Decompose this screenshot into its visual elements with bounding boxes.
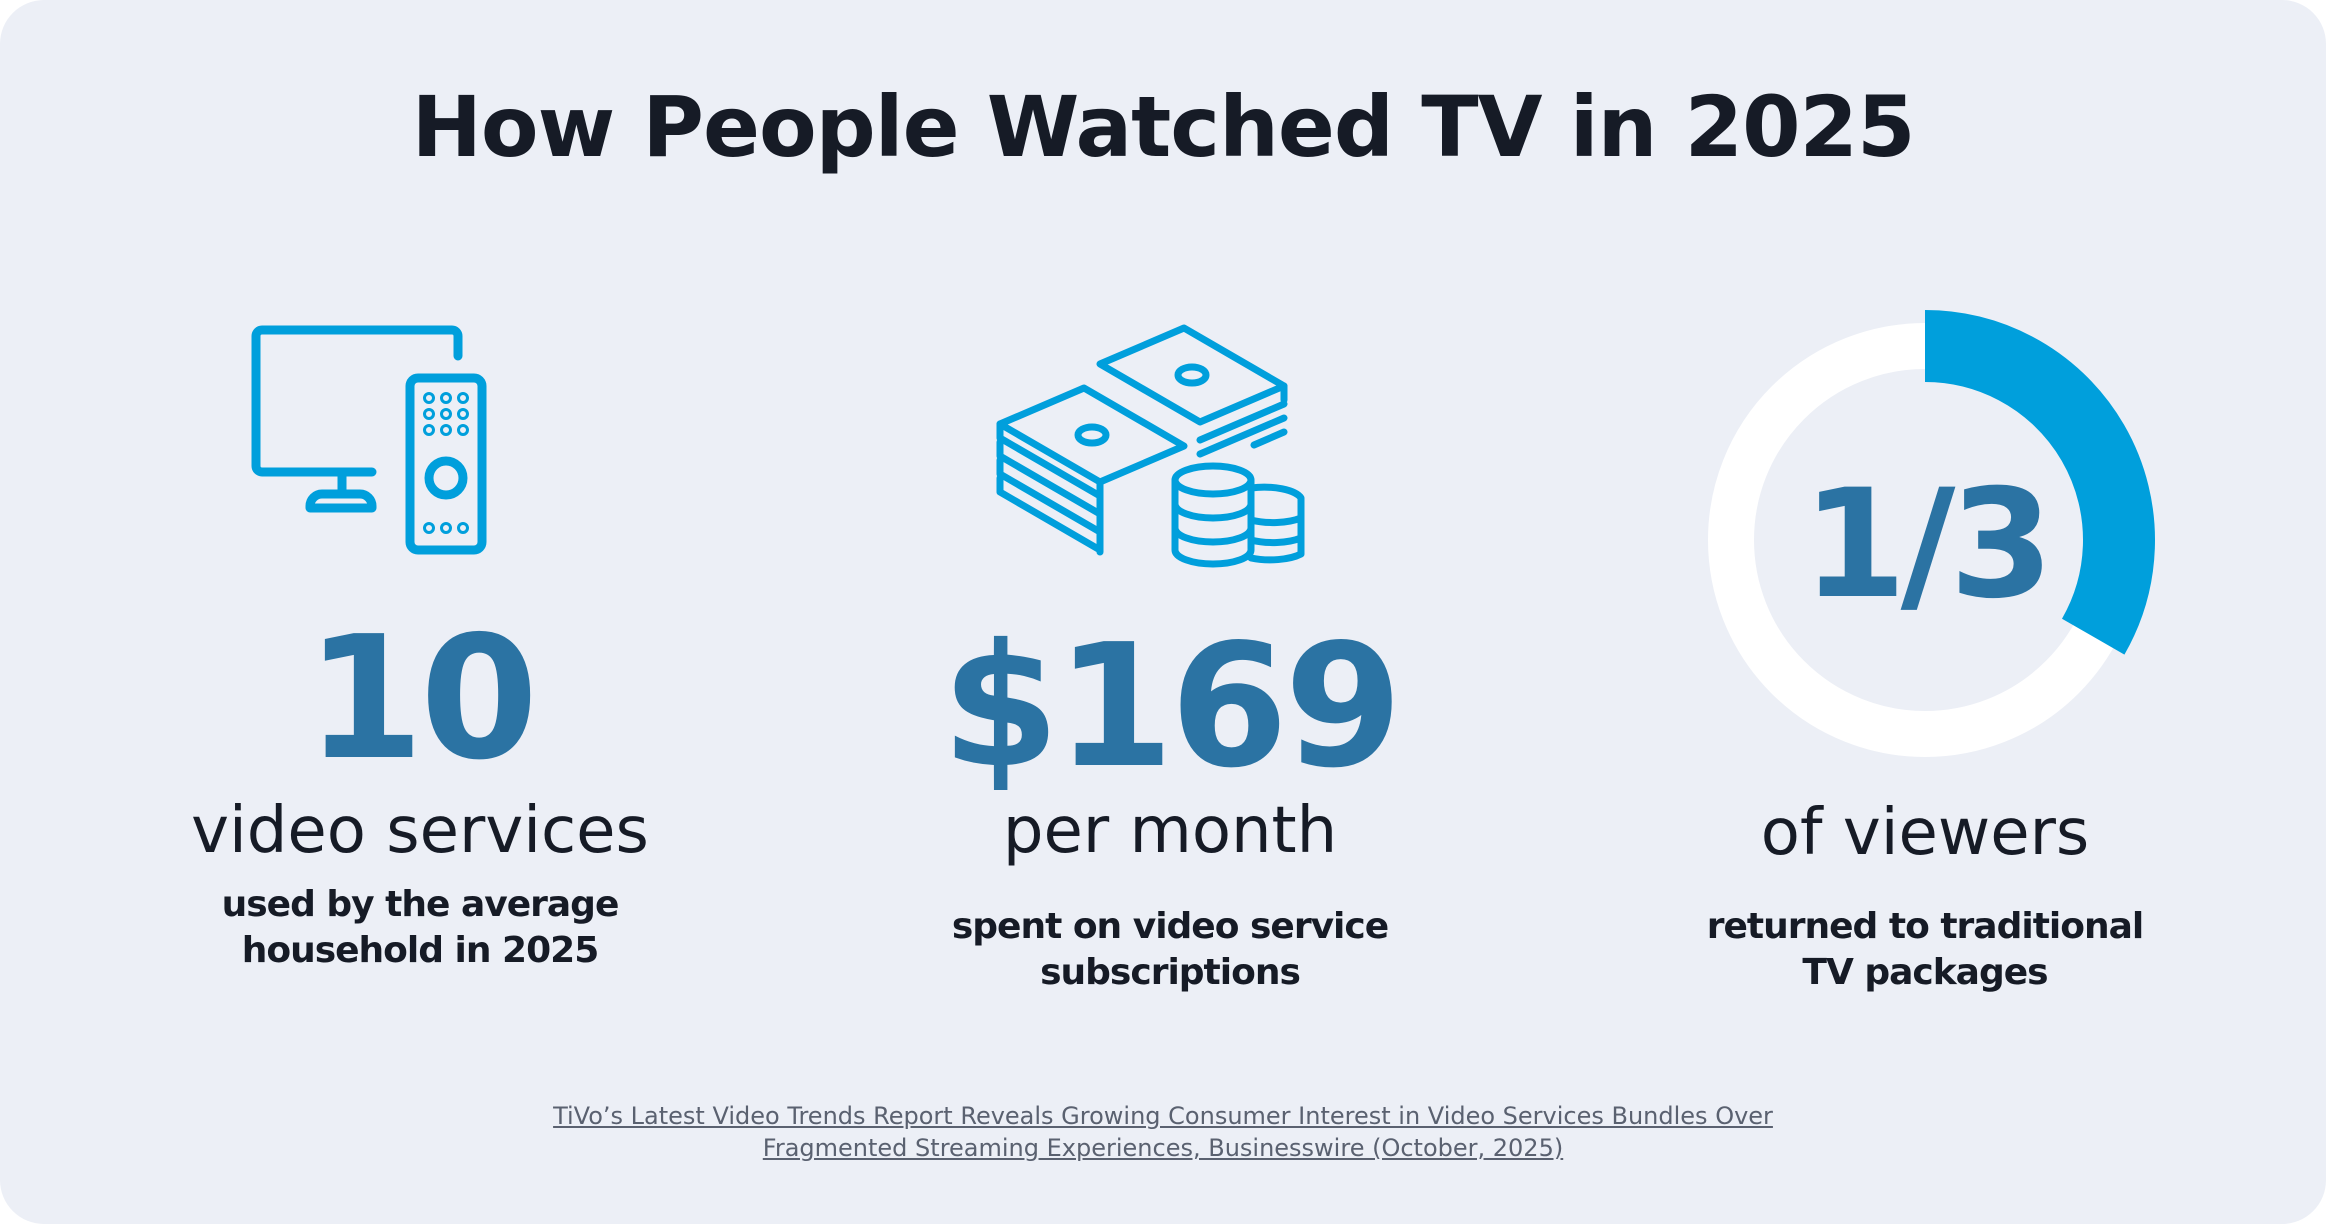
- cash-coins-icon: [996, 324, 1305, 568]
- stat-video-services: 10 video services used by the average ho…: [140, 300, 700, 1000]
- stat-unit: per month: [1002, 794, 1338, 868]
- stat-description-line: returned to traditional: [1706, 906, 2145, 947]
- tv-remote-icon: [251, 325, 487, 555]
- stat-value: 10: [305, 600, 539, 798]
- donut-progress: [1708, 310, 2155, 757]
- stat-description-line: spent on video service: [951, 906, 1389, 947]
- stat-value: $169: [941, 608, 1402, 806]
- stat-description-line: subscriptions: [1040, 952, 1301, 993]
- stat-description: spent on video service subscriptions: [890, 904, 1450, 996]
- source-link-line2[interactable]: Fragmented Streaming Experiences, Busine…: [762, 1134, 1564, 1162]
- source-citation: TiVo’s Latest Video Trends Report Reveal…: [0, 1100, 2326, 1164]
- stat-description: returned to traditional TV packages: [1640, 904, 2210, 996]
- stat-monthly-spend: $169 per month spent on video service su…: [890, 300, 1450, 1000]
- stat-value: 1/3: [1802, 458, 2054, 632]
- stat-description-line: used by the average: [221, 884, 620, 925]
- stat-description-line: household in 2025: [241, 930, 600, 971]
- stat-unit: of viewers: [1760, 796, 2090, 870]
- donut-arc: [1924, 310, 2155, 655]
- stat-unit: video services: [191, 794, 649, 868]
- stat-description-line: TV packages: [1802, 952, 2048, 993]
- page-title: How People Watched TV in 2025: [411, 78, 1916, 176]
- stat-description: used by the average household in 2025: [140, 882, 700, 974]
- stat-returning-viewers: 1/3 of viewers returned to traditional T…: [1640, 300, 2210, 1000]
- source-link-line1[interactable]: TiVo’s Latest Video Trends Report Reveal…: [553, 1102, 1773, 1130]
